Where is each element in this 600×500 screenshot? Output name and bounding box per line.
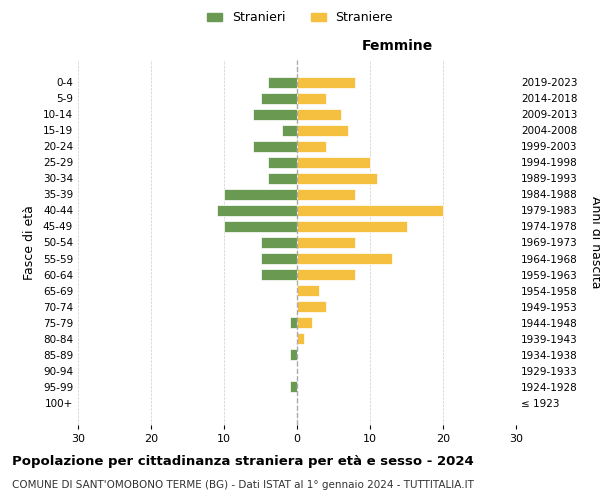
Y-axis label: Anni di nascita: Anni di nascita	[589, 196, 600, 289]
Bar	[260, 253, 297, 264]
Bar	[297, 205, 443, 216]
Text: Popolazione per cittadinanza straniera per età e sesso - 2024: Popolazione per cittadinanza straniera p…	[12, 455, 474, 468]
Bar	[260, 92, 297, 104]
Bar	[297, 173, 377, 184]
Bar	[297, 221, 407, 232]
Bar	[217, 205, 297, 216]
Bar	[297, 124, 348, 136]
Text: COMUNE DI SANT'OMOBONO TERME (BG) - Dati ISTAT al 1° gennaio 2024 - TUTTITALIA.I: COMUNE DI SANT'OMOBONO TERME (BG) - Dati…	[12, 480, 474, 490]
Bar	[297, 317, 311, 328]
Bar	[297, 253, 392, 264]
Bar	[268, 156, 297, 168]
Bar	[297, 301, 326, 312]
Bar	[224, 221, 297, 232]
Bar	[290, 381, 297, 392]
Bar	[297, 156, 370, 168]
Bar	[290, 349, 297, 360]
Text: Femmine: Femmine	[362, 38, 433, 52]
Bar	[268, 173, 297, 184]
Bar	[297, 285, 319, 296]
Bar	[283, 124, 297, 136]
Bar	[253, 140, 297, 152]
Y-axis label: Fasce di età: Fasce di età	[23, 205, 36, 280]
Bar	[297, 76, 355, 88]
Bar	[260, 237, 297, 248]
Bar	[297, 189, 355, 200]
Bar	[260, 269, 297, 280]
Legend: Stranieri, Straniere: Stranieri, Straniere	[202, 6, 398, 29]
Bar	[297, 269, 355, 280]
Bar	[224, 189, 297, 200]
Bar	[297, 92, 326, 104]
Bar	[297, 140, 326, 152]
Bar	[297, 237, 355, 248]
Bar	[253, 108, 297, 120]
Bar	[297, 333, 304, 344]
Bar	[297, 108, 341, 120]
Bar	[290, 317, 297, 328]
Bar	[268, 76, 297, 88]
